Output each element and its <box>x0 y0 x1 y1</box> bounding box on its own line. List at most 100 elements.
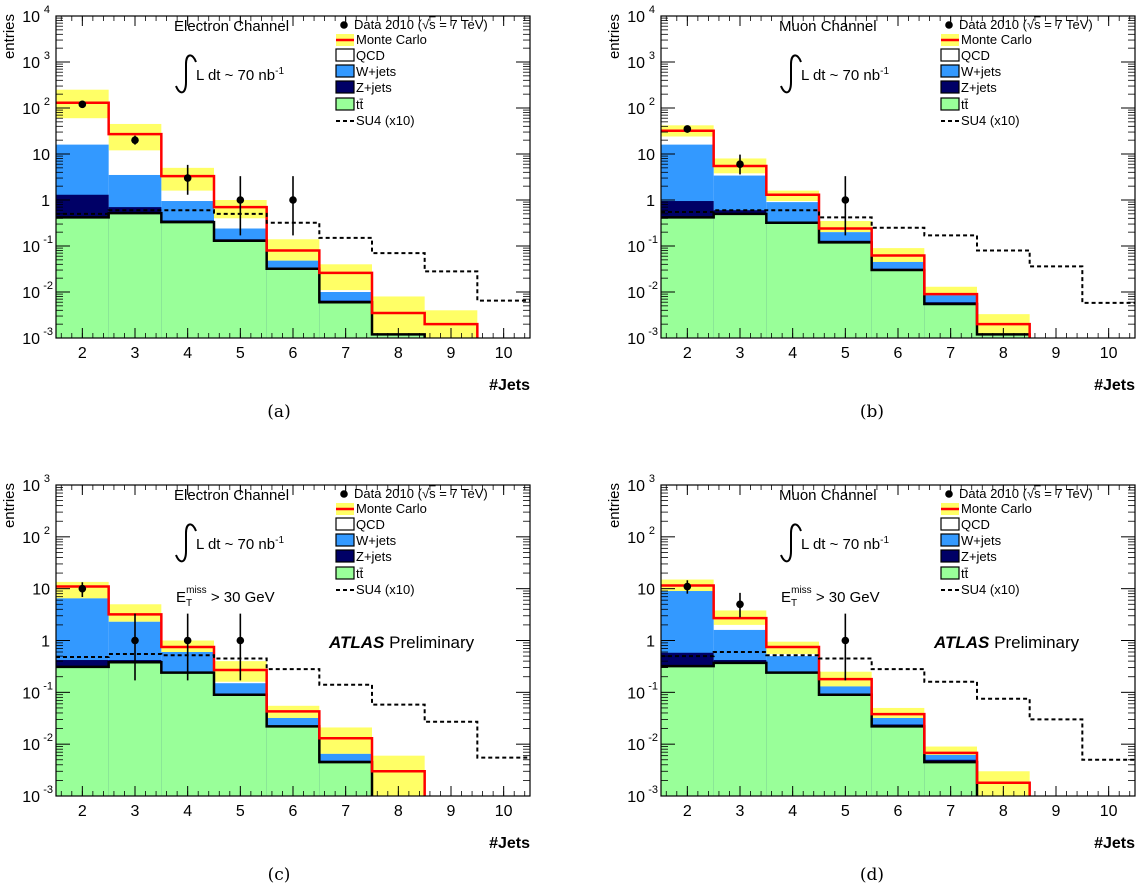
x-tick-label: 8 <box>394 345 403 362</box>
legend-swatch-wjets <box>940 64 960 78</box>
y-tick-base: 10 <box>627 101 645 118</box>
legend-label-zjets: Z+jets <box>961 549 997 564</box>
x-tick-label: 8 <box>394 803 403 820</box>
legend-swatch-wjets <box>335 64 355 78</box>
y-tick-exponent: -3 <box>648 784 658 796</box>
y-tick-exponent: -2 <box>648 732 658 744</box>
legend-sqrt-s: s <box>1034 17 1041 32</box>
y-tick-base: 10 <box>637 147 655 164</box>
y-tick-exponent: 4 <box>649 4 655 16</box>
y-tick-label: 1 <box>646 634 655 651</box>
y-tick-label: 10 <box>627 331 645 348</box>
legend-data-tail: = 7 TeV) <box>1041 17 1093 32</box>
x-tick-label: 3 <box>736 345 745 362</box>
data-point <box>78 584 87 593</box>
mc-uncertainty-band <box>319 727 372 756</box>
y-tick-exponent: -1 <box>43 234 53 246</box>
y-tick-label: 10 <box>22 101 40 118</box>
legend-label-qcd: QCD <box>356 517 385 532</box>
met-cut-label: ETmiss > 30 GeV <box>781 585 880 609</box>
data-point <box>131 136 139 144</box>
mc-uncertainty-band <box>266 705 320 720</box>
legend-swatch-qcd <box>335 517 355 531</box>
y-tick-label: 10 <box>627 685 645 702</box>
x-tick-label: 5 <box>841 803 850 820</box>
data-point <box>183 636 192 645</box>
x-tick-label: 7 <box>341 803 350 820</box>
y-tick-exponent: -2 <box>648 280 658 292</box>
legend-data-label: Data 2010 (√s = 7 TeV) <box>354 486 488 501</box>
y-tick-exponent: -1 <box>648 680 658 692</box>
y-axis-title: entries <box>1 14 18 59</box>
y-tick-base: 10 <box>22 239 40 256</box>
data-point <box>841 636 850 645</box>
legend-swatch-qcd <box>940 48 960 62</box>
y-tick-exponent: -3 <box>43 784 53 796</box>
luminosity-unit-exponent: -1 <box>275 535 284 546</box>
atlas-name: ATLAS <box>933 633 990 652</box>
y-axis-title: entries <box>606 14 623 59</box>
data-point <box>289 196 297 204</box>
x-tick-label: 6 <box>289 803 298 820</box>
monte-carlo-line <box>56 585 426 796</box>
legend-data-text: Data 2010 ( <box>959 17 1028 32</box>
luminosity-label: L dt ~ 70 nb-1 <box>801 535 889 553</box>
legend-data-text: Data 2010 ( <box>959 486 1028 501</box>
panel-caption: (b) <box>860 402 884 422</box>
y-tick-base: 1 <box>646 193 655 210</box>
stack-bar-ttbar <box>56 666 109 796</box>
data-point <box>841 196 850 204</box>
y-tick-exponent: 3 <box>649 473 655 485</box>
x-tick-label: 4 <box>788 345 797 362</box>
legend-label-mc: Monte Carlo <box>356 32 427 47</box>
y-tick-base: 10 <box>627 789 645 806</box>
legend-data-tail: = 7 TeV) <box>1041 486 1093 501</box>
y-tick-exponent: 2 <box>44 525 50 537</box>
y-tick-exponent: 2 <box>649 96 655 108</box>
legend-data-label: Data 2010 (√s = 7 TeV) <box>959 486 1093 501</box>
x-tick-label: 3 <box>131 345 140 362</box>
legend-label-qcd: QCD <box>961 48 990 63</box>
legend-label-zjets: Z+jets <box>961 80 997 95</box>
legend-swatch-qcd <box>335 48 355 62</box>
x-tick-label: 4 <box>183 803 192 820</box>
met-subscript: T <box>791 598 797 609</box>
stack-bar-ttbar <box>161 222 214 338</box>
y-tick-base: 10 <box>22 685 40 702</box>
panel-caption: (c) <box>268 865 291 885</box>
luminosity-unit-exponent: -1 <box>880 535 889 546</box>
legend-label-su4: SU4 (x10) <box>356 582 415 597</box>
legend-label-qcd: QCD <box>356 48 385 63</box>
legend-label-zjets: Z+jets <box>356 80 392 95</box>
channel-label: Electron Channel <box>174 487 289 504</box>
panel-caption: (d) <box>860 865 884 885</box>
y-tick-label: 10 <box>32 582 50 599</box>
legend-label-ttbar: tt̄ <box>356 566 364 581</box>
y-tick-base: 10 <box>637 582 655 599</box>
legend-swatch-zjets <box>335 549 355 563</box>
y-tick-exponent: -2 <box>43 732 53 744</box>
luminosity-label: L dt ~ 70 nb-1 <box>801 66 889 84</box>
y-tick-label: 10 <box>627 285 645 302</box>
y-tick-label: 10 <box>22 9 40 26</box>
x-tick-label: 9 <box>447 803 456 820</box>
met-cut-value: > 30 GeV <box>812 589 880 606</box>
legend-label-su4: SU4 (x10) <box>961 113 1020 128</box>
stack-bar-ttbar <box>56 217 109 338</box>
y-tick-label: 1 <box>646 193 655 210</box>
y-tick-label: 10 <box>22 685 40 702</box>
y-tick-exponent: -3 <box>43 326 53 338</box>
monte-carlo-line <box>56 101 479 338</box>
data-point <box>683 582 692 591</box>
legend-data-marker <box>340 490 348 498</box>
luminosity-text: L dt ~ 70 nb <box>801 67 880 84</box>
x-tick-label: 2 <box>683 803 692 820</box>
legend-label-su4: SU4 (x10) <box>961 582 1020 597</box>
y-tick-label: 10 <box>627 55 645 72</box>
x-tick-label: 4 <box>788 803 797 820</box>
x-tick-label: 2 <box>78 345 87 362</box>
stack-bar-ttbar <box>661 666 714 796</box>
legend-sqrt-s: s <box>429 17 436 32</box>
legend-data-tail: = 7 TeV) <box>436 17 488 32</box>
y-tick-label: 10 <box>22 55 40 72</box>
